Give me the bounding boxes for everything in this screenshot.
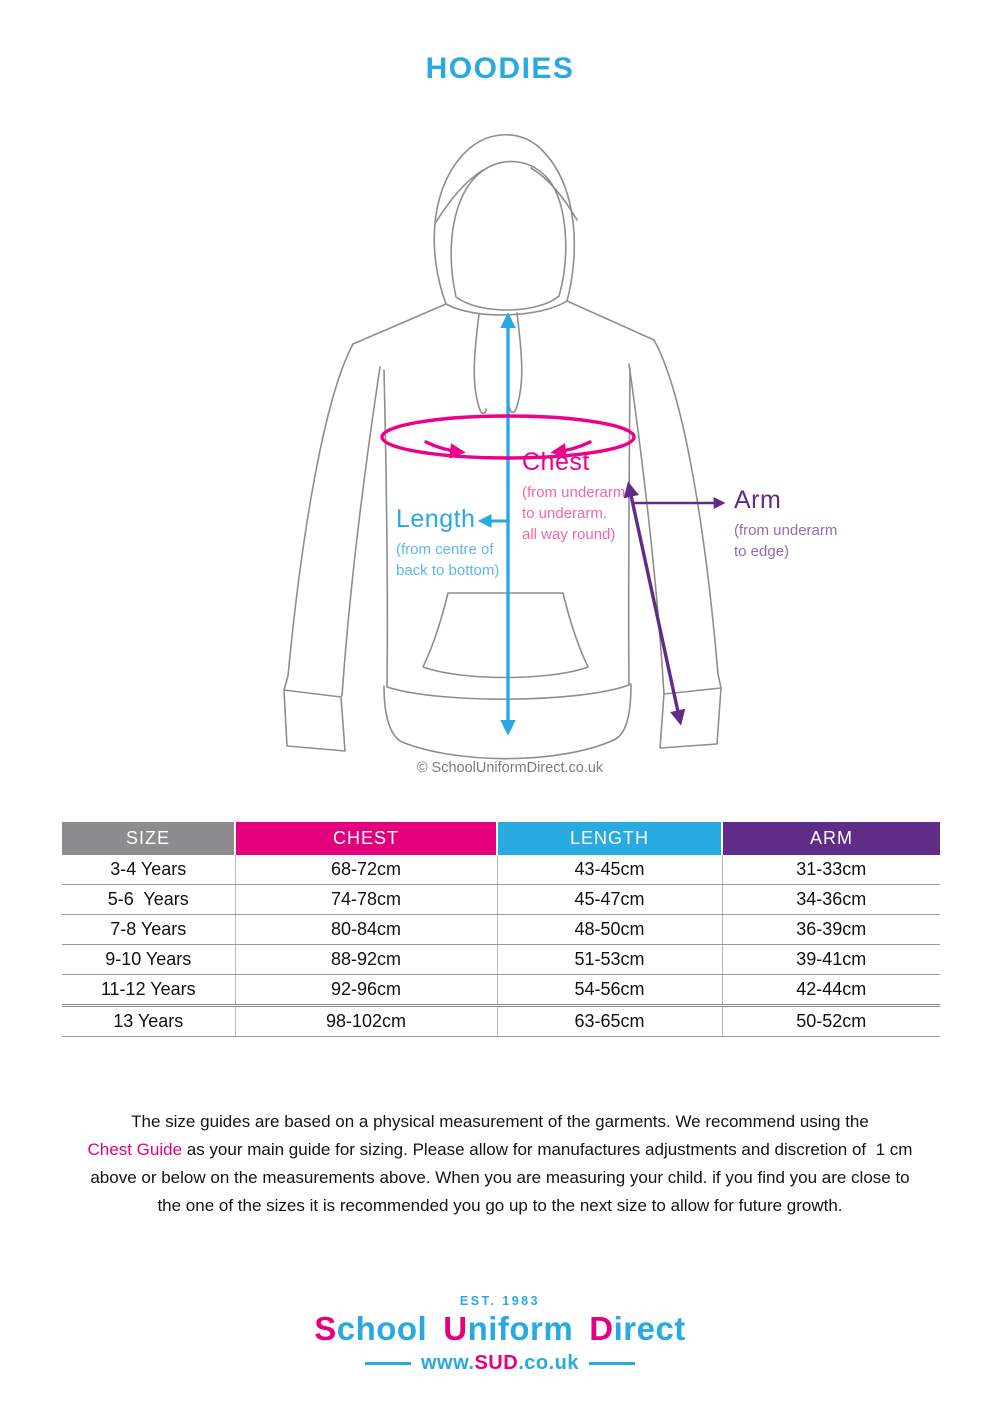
chest-arrow-left (424, 440, 466, 459)
table-cell: 50-52cm (722, 1004, 940, 1037)
chest-label-title: Chest (522, 448, 590, 476)
copyright-text: © SchoolUniformDirect.co.uk (416, 760, 604, 776)
table-cell: 9-10 Years (62, 944, 236, 975)
chest-measure-label: Chest (from underarm to underarm. all wa… (522, 450, 625, 545)
table-cell: 11-12 Years (62, 974, 236, 1006)
hoodie-illustration (283, 133, 726, 760)
table-row: 3-4 Years 68-72cm 43-45cm 31-33cm (62, 855, 940, 885)
arm-label-title: Arm (734, 486, 782, 514)
table-cell: 39-41cm (722, 944, 940, 975)
note-line: the one of the sizes it is recommended y… (157, 1196, 843, 1215)
size-table-head-row: SIZE CHEST LENGTH ARM (62, 822, 940, 855)
table-cell: 68-72cm (235, 855, 498, 885)
arm-arrow (623, 481, 686, 726)
table-cell: 31-33cm (722, 855, 940, 885)
table-cell: 63-65cm (497, 1004, 723, 1037)
column-header: LENGTH (497, 822, 723, 855)
column-header: SIZE (62, 822, 236, 855)
column-header: ARM (722, 822, 940, 855)
logo-word: Uniform (443, 1310, 574, 1347)
table-cell: 45-47cm (497, 884, 723, 915)
table-cell: 7-8 Years (62, 914, 236, 945)
arm-label-desc: (from underarm (734, 522, 838, 539)
column-header: CHEST (235, 822, 498, 855)
length-measure-label: Length (from centre of back to bottom) (396, 507, 499, 581)
table-cell: 48-50cm (497, 914, 723, 945)
table-cell: 51-53cm (497, 944, 723, 975)
table-cell: 5-6 Years (62, 884, 236, 915)
chest-label-desc: all way round) (522, 526, 616, 543)
arm-label-desc: to edge) (734, 543, 790, 560)
logo-word: Direct (589, 1310, 686, 1347)
length-label-desc: (from centre of (396, 541, 494, 558)
length-label-title: Length (396, 505, 476, 533)
footer-logo: EST. 1983 School Uniform Direct www.SUD.co… (0, 1294, 1000, 1375)
logo-wordmark: School Uniform Direct (0, 1310, 1000, 1348)
table-cell: 34-36cm (722, 884, 940, 915)
table-row: 9-10 Years 88-92cm 51-53cm 39-41cm (62, 944, 940, 975)
chest-label-desc: to underarm. (522, 505, 608, 522)
table-row: 5-6 Years 74-78cm 45-47cm 34-36cm (62, 884, 940, 915)
arm-measure-label: Arm (from underarm to edge) (734, 488, 837, 562)
table-row: 11-12 Years 92-96cm 54-56cm 42-44cm (62, 974, 940, 1006)
logo-word: School (314, 1310, 428, 1347)
note-line: Chest Guide as your main guide for sizin… (87, 1140, 913, 1159)
table-cell: 92-96cm (235, 974, 498, 1006)
hoodie-diagram: Chest (from underarm to underarm. all wa… (250, 120, 850, 800)
table-cell: 98-102cm (235, 1004, 498, 1037)
logo-url: www.SUD.co.uk (420, 1352, 579, 1374)
size-table: SIZE CHEST LENGTH ARM 3-4 Years 68-72cm 43-45… (62, 822, 940, 1037)
length-label-desc: back to bottom) (396, 562, 500, 579)
table-cell: 74-78cm (235, 884, 498, 915)
size-note-paragraph: The size guides are based on a physical … (0, 1108, 1000, 1220)
table-row: 7-8 Years 80-84cm 48-50cm 36-39cm (62, 914, 940, 945)
table-cell: 42-44cm (722, 974, 940, 1006)
table-row: 13 Years 98-102cm 63-65cm 50-52cm (62, 1004, 940, 1037)
table-cell: 88-92cm (235, 944, 498, 975)
chest-ellipse (380, 414, 636, 460)
table-cell: 13 Years (62, 1004, 236, 1037)
page-title: HOODIES (425, 52, 575, 85)
size-table-body: 3-4 Years 68-72cm 43-45cm 31-33cm 5-6 Years 7… (62, 855, 940, 1037)
est-text: EST. 1983 (459, 1294, 541, 1308)
table-cell: 80-84cm (235, 914, 498, 945)
logo-left-line (364, 1362, 411, 1365)
chest-label-desc: (from underarm (522, 484, 626, 501)
hoodie-outline (283, 133, 722, 760)
table-cell: 36-39cm (722, 914, 940, 945)
note-line: The size guides are based on a physical … (131, 1112, 869, 1131)
table-cell: 43-45cm (497, 855, 723, 885)
table-cell: 54-56cm (497, 974, 723, 1006)
logo-right-line (589, 1362, 635, 1365)
chest-arrow-right (550, 440, 592, 459)
table-cell: 3-4 Years (62, 855, 236, 885)
note-line: above or below on the measurements above… (90, 1168, 910, 1187)
